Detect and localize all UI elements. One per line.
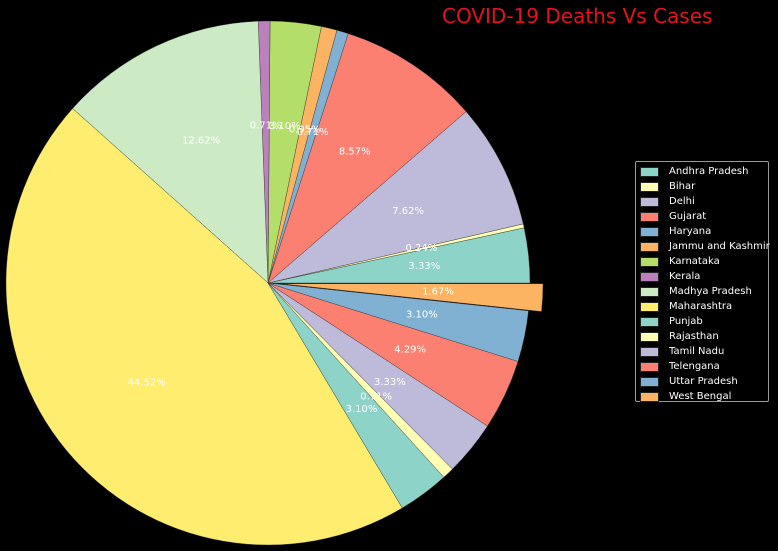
- legend-swatch: [640, 256, 659, 267]
- legend-swatch: [640, 346, 659, 357]
- legend-entry: Haryana: [640, 224, 768, 239]
- legend-swatch: [640, 181, 659, 192]
- legend-swatch: [640, 241, 659, 252]
- legend-label: Maharashtra: [669, 301, 733, 312]
- legend-swatch: [640, 226, 659, 237]
- legend-entry: Bihar: [640, 179, 768, 194]
- slice-percent-label: 4.29%: [394, 345, 426, 356]
- pie-slice-maharashtra: [5, 108, 403, 546]
- legend-entry: Andhra Pradesh: [640, 164, 768, 179]
- legend-entry: Delhi: [640, 194, 768, 209]
- legend-label: Telengana: [669, 361, 720, 372]
- pie-slice-uttar-pradesh: [267, 282, 529, 362]
- legend-label: Haryana: [669, 226, 712, 237]
- legend-entry: Uttar Pradesh: [640, 374, 768, 389]
- pie-slice-gujarat: [267, 33, 467, 284]
- chart-title: COVID-19 Deaths Vs Cases: [442, 4, 713, 28]
- slice-percent-label: 3.10%: [346, 404, 378, 415]
- legend-swatch: [640, 301, 659, 312]
- legend-swatch: [640, 361, 659, 372]
- legend-entry: Maharashtra: [640, 299, 768, 314]
- legend-entry: Jammu and Kashmir: [640, 239, 770, 254]
- legend-entry: Gujarat: [640, 209, 768, 224]
- legend-label: Punjab: [669, 316, 703, 327]
- pie-slice-west-bengal: [280, 283, 544, 312]
- slice-percent-label: 0.95%: [289, 125, 321, 136]
- slice-percent-label: 3.33%: [374, 377, 406, 388]
- legend-entry: West Bengal: [640, 389, 768, 404]
- legend-entry: Madhya Pradesh: [640, 284, 768, 299]
- legend-swatch: [640, 196, 659, 207]
- legend-label: Madhya Pradesh: [669, 286, 752, 297]
- legend-swatch: [640, 166, 659, 177]
- legend-label: Tamil Nadu: [669, 346, 725, 357]
- legend-swatch: [640, 286, 659, 297]
- slice-percent-label: 0.24%: [406, 243, 438, 254]
- legend-label: Bihar: [669, 181, 696, 192]
- legend-entry: Tamil Nadu: [640, 344, 768, 359]
- slice-percent-label: 0.71%: [297, 127, 329, 138]
- legend-entry: Telengana: [640, 359, 768, 374]
- legend-swatch: [640, 211, 659, 222]
- slice-percent-label: 3.10%: [269, 121, 301, 132]
- legend-swatch: [640, 391, 659, 402]
- slice-percent-label: 0.71%: [360, 392, 392, 403]
- legend-swatch: [640, 316, 659, 327]
- legend-label: Uttar Pradesh: [669, 376, 738, 387]
- legend-entry: Kerala: [640, 269, 768, 284]
- legend: Andhra Pradesh Bihar Delhi Gujarat Haryana Ja…: [635, 161, 770, 404]
- pie-slice-madhya-pradesh: [72, 20, 269, 284]
- slice-percent-label: 3.33%: [408, 261, 440, 272]
- legend-label: Karnataka: [669, 256, 720, 267]
- legend-swatch: [640, 331, 659, 342]
- slice-percent-label: 7.62%: [392, 206, 424, 217]
- slice-percent-label: 3.10%: [406, 310, 438, 321]
- legend-label: Gujarat: [669, 211, 707, 222]
- legend-swatch: [640, 271, 659, 282]
- legend-label: Delhi: [669, 196, 695, 207]
- legend-swatch: [640, 376, 659, 387]
- legend-entry: Punjab: [640, 314, 768, 329]
- legend-label: Andhra Pradesh: [669, 166, 749, 177]
- slice-percent-label: 1.67%: [422, 287, 454, 298]
- legend-entry: Karnataka: [640, 254, 768, 269]
- legend-label: Kerala: [669, 271, 701, 282]
- legend-entry: Rajasthan: [640, 329, 768, 344]
- slice-percent-label: 44.52%: [128, 378, 166, 389]
- legend-label: West Bengal: [669, 391, 732, 402]
- legend-label: Rajasthan: [669, 331, 719, 342]
- legend-label: Jammu and Kashmir: [669, 241, 770, 252]
- slice-percent-label: 0.71%: [250, 120, 282, 131]
- slice-percent-label: 12.62%: [182, 135, 220, 146]
- pie-slice-delhi: [267, 111, 524, 284]
- slice-percent-label: 8.57%: [339, 146, 371, 157]
